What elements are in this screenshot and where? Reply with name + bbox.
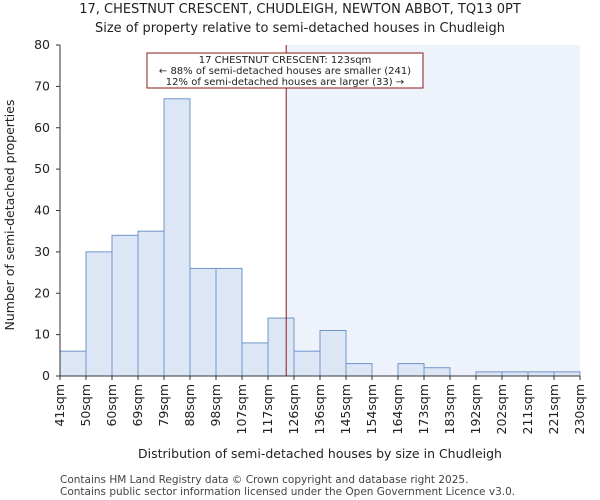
bar bbox=[215, 267, 243, 377]
x-tick-label: 69sqm bbox=[130, 384, 145, 427]
x-tick-label: 79sqm bbox=[156, 384, 171, 427]
bar bbox=[137, 230, 165, 377]
bar bbox=[293, 350, 321, 377]
x-tick-label: 107sqm bbox=[234, 384, 249, 434]
y-tick-label: 30 bbox=[34, 244, 50, 259]
bar bbox=[59, 350, 87, 377]
chart-title: 17, CHESTNUT CRESCENT, CHUDLEIGH, NEWTON… bbox=[79, 2, 521, 17]
bar bbox=[267, 317, 295, 377]
y-tick-label: 80 bbox=[34, 37, 50, 52]
y-tick-label: 50 bbox=[34, 161, 50, 176]
annotation-line-3: 12% of semi-detached houses are larger (… bbox=[166, 77, 404, 88]
x-tick-label: 88sqm bbox=[182, 384, 197, 427]
x-tick-label: 98sqm bbox=[208, 384, 223, 427]
y-tick-label: 70 bbox=[34, 78, 50, 93]
x-tick-label: 154sqm bbox=[364, 384, 379, 434]
y-axis-label: Number of semi-detached properties bbox=[2, 100, 17, 331]
bar bbox=[527, 371, 555, 377]
y-ticks: 0 10 20 30 40 50 60 70 80 bbox=[34, 37, 60, 383]
annotation-line-2: ← 88% of semi-detached houses are smalle… bbox=[159, 66, 411, 77]
x-axis-label: Distribution of semi-detached houses by … bbox=[138, 446, 502, 461]
x-tick-label: 136sqm bbox=[312, 384, 327, 434]
x-tick-label: 221sqm bbox=[546, 384, 561, 434]
y-tick-label: 10 bbox=[34, 327, 50, 342]
bar bbox=[553, 371, 581, 377]
footer-line-1: Contains HM Land Registry data © Crown c… bbox=[60, 474, 468, 486]
bar bbox=[111, 234, 139, 377]
x-tick-label: 50sqm bbox=[78, 384, 93, 427]
y-tick-label: 20 bbox=[34, 285, 50, 300]
x-tick-label: 117sqm bbox=[260, 384, 275, 434]
bar bbox=[241, 342, 269, 377]
y-tick-label: 60 bbox=[34, 120, 50, 135]
bar bbox=[319, 329, 347, 377]
bar bbox=[345, 363, 373, 377]
bar bbox=[501, 371, 529, 377]
x-tick-label: 183sqm bbox=[442, 384, 457, 434]
larger-properties-shade bbox=[286, 45, 580, 376]
bar bbox=[475, 371, 503, 377]
chart-subtitle: Size of property relative to semi-detach… bbox=[95, 21, 505, 36]
x-tick-label: 60sqm bbox=[104, 384, 119, 427]
bar bbox=[163, 98, 191, 377]
x-tick-label: 230sqm bbox=[572, 384, 587, 434]
x-tick-label: 211sqm bbox=[520, 384, 535, 434]
annotation-line-1: 17 CHESTNUT CRESCENT: 123sqm bbox=[199, 55, 372, 66]
annotation-box: 17 CHESTNUT CRESCENT: 123sqm ← 88% of se… bbox=[146, 52, 424, 89]
x-tick-label: 41sqm bbox=[52, 384, 67, 427]
footer-line-2: Contains public sector information licen… bbox=[60, 486, 515, 498]
x-tick-label: 145sqm bbox=[338, 384, 353, 434]
bar bbox=[85, 251, 113, 377]
bars-group bbox=[59, 98, 581, 377]
x-tick-label: 192sqm bbox=[468, 384, 483, 434]
y-tick-label: 40 bbox=[34, 203, 50, 218]
y-tick-label: 0 bbox=[42, 368, 50, 383]
x-tick-label: 126sqm bbox=[286, 384, 301, 434]
bar bbox=[423, 367, 451, 377]
x-ticks: 41sqm 50sqm 60sqm 69sqm 79sqm 88sqm 98sqm 107sq… bbox=[52, 376, 587, 434]
x-tick-label: 202sqm bbox=[494, 384, 509, 434]
bar bbox=[397, 363, 425, 377]
x-tick-label: 173sqm bbox=[416, 384, 431, 434]
bar bbox=[189, 267, 217, 377]
x-tick-label: 164sqm bbox=[390, 384, 405, 434]
